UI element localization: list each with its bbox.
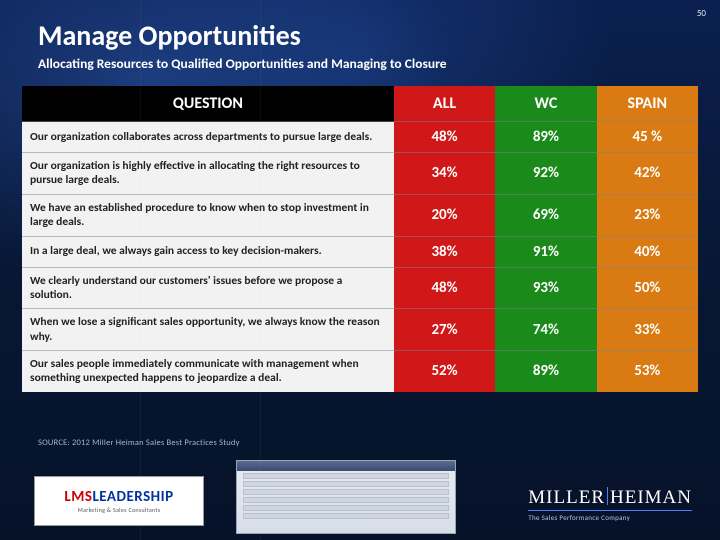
cell-all: 52% [394, 351, 495, 392]
table-row: Our organization collaborates across dep… [22, 122, 698, 153]
miller-heiman-logo: MILLERHEIMAN The Sales Performance Compa… [528, 487, 692, 522]
embedded-screenshot-thumbnail [236, 460, 456, 534]
lms-text-blue: LEADERSHIP [92, 488, 173, 506]
col-header-question: QUESTION [22, 86, 394, 122]
table-row: In a large deal, we always gain access t… [22, 236, 698, 267]
cell-spain: 45 % [597, 122, 698, 153]
cell-spain: 42% [597, 153, 698, 195]
page-number: 50 [697, 8, 706, 19]
cell-all: 38% [394, 236, 495, 267]
table-header-row: QUESTION ALL WC SPAIN [22, 86, 698, 122]
cell-all: 48% [394, 122, 495, 153]
cell-all: 34% [394, 153, 495, 195]
cell-all: 48% [394, 267, 495, 309]
cell-all: 27% [394, 309, 495, 351]
cell-question: In a large deal, we always gain access t… [22, 236, 394, 267]
footer: LMSLEADERSHIP Marketing & Sales Consulta… [0, 464, 720, 540]
cell-spain: 50% [597, 267, 698, 309]
cell-spain: 40% [597, 236, 698, 267]
table-row: Our sales people immediately communicate… [22, 351, 698, 392]
cell-question: Our sales people immediately communicate… [22, 351, 394, 392]
lms-tagline: Marketing & Sales Consultants [78, 506, 161, 514]
cell-spain: 23% [597, 194, 698, 236]
cell-question: We clearly understand our customers' iss… [22, 267, 394, 309]
cell-spain: 33% [597, 309, 698, 351]
cell-all: 20% [394, 194, 495, 236]
cell-wc: 93% [495, 267, 596, 309]
col-header-spain: SPAIN [597, 86, 698, 122]
cell-question: Our organization collaborates across dep… [22, 122, 394, 153]
cell-wc: 69% [495, 194, 596, 236]
table-row: We have an established procedure to know… [22, 194, 698, 236]
cell-wc: 74% [495, 309, 596, 351]
cell-wc: 92% [495, 153, 596, 195]
lms-leadership-logo: LMSLEADERSHIP Marketing & Sales Consulta… [34, 476, 204, 526]
cell-wc: 89% [495, 351, 596, 392]
cell-question: We have an established procedure to know… [22, 194, 394, 236]
mh-text-2: HEIMAN [610, 487, 692, 508]
cell-spain: 53% [597, 351, 698, 392]
table-row: When we lose a significant sales opportu… [22, 309, 698, 351]
logo-divider-icon [607, 487, 608, 505]
slide-subtitle: Allocating Resources to Qualified Opport… [0, 55, 720, 86]
mh-text-1: MILLER [528, 487, 605, 508]
mh-tagline: The Sales Performance Company [528, 510, 692, 522]
col-header-all: ALL [394, 86, 495, 122]
slide-title: Manage Opportunities [0, 0, 720, 55]
lms-text-red: LMS [64, 488, 92, 506]
table-row: We clearly understand our customers' iss… [22, 267, 698, 309]
col-header-wc: WC [495, 86, 596, 122]
cell-question: When we lose a significant sales opportu… [22, 309, 394, 351]
cell-wc: 89% [495, 122, 596, 153]
cell-wc: 91% [495, 236, 596, 267]
source-citation: SOURCE: 2012 Miller Heiman Sales Best Pr… [38, 438, 240, 448]
table-row: Our organization is highly effective in … [22, 153, 698, 195]
cell-question: Our organization is highly effective in … [22, 153, 394, 195]
data-table: QUESTION ALL WC SPAIN Our organization c… [22, 86, 698, 392]
